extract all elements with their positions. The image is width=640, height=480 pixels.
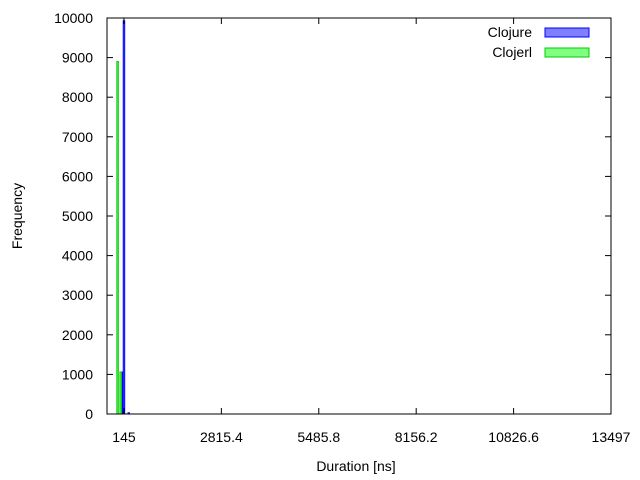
y-tick-label: 10000 — [54, 10, 93, 26]
x-axis-title: Duration [ns] — [316, 458, 395, 474]
x-tick-label: 10826.6 — [488, 429, 539, 445]
y-axis-title: Frequency — [9, 183, 25, 249]
y-tick-label: 4000 — [62, 248, 93, 264]
x-tick-label: 145 — [112, 429, 136, 445]
y-tick-label: 9000 — [62, 50, 93, 66]
x-axis: 145 2815.4 5485.8 8156.2 10826.6 13497 — [112, 18, 631, 445]
legend: Clojure Clojerl — [488, 24, 590, 60]
legend-swatch-clojure — [544, 27, 590, 38]
bar-clojerl-0 — [116, 61, 119, 415]
y-axis: 0 1000 2000 3000 4000 5000 6000 7000 8000 9000 100… — [54, 10, 611, 422]
y-tick-label: 5000 — [62, 208, 93, 224]
x-tick-label: 13497 — [592, 429, 631, 445]
x-tick-label: 2815.4 — [200, 429, 243, 445]
y-tick-label: 7000 — [62, 129, 93, 145]
y-tick-label: 2000 — [62, 327, 93, 343]
x-tick-label: 5485.8 — [297, 429, 340, 445]
y-tick-label: 1000 — [62, 366, 93, 382]
y-tick-label: 0 — [85, 406, 93, 422]
legend-label-clojerl: Clojerl — [492, 44, 532, 60]
y-tick-label: 3000 — [62, 287, 93, 303]
legend-label-clojure: Clojure — [488, 24, 533, 40]
bar-clojure-1 — [122, 20, 126, 415]
x-tick-label: 8156.2 — [395, 429, 438, 445]
legend-swatch-clojerl — [544, 47, 590, 58]
y-tick-label: 8000 — [62, 89, 93, 105]
y-tick-label: 6000 — [62, 168, 93, 184]
bar-clojerl-1 — [119, 371, 122, 415]
